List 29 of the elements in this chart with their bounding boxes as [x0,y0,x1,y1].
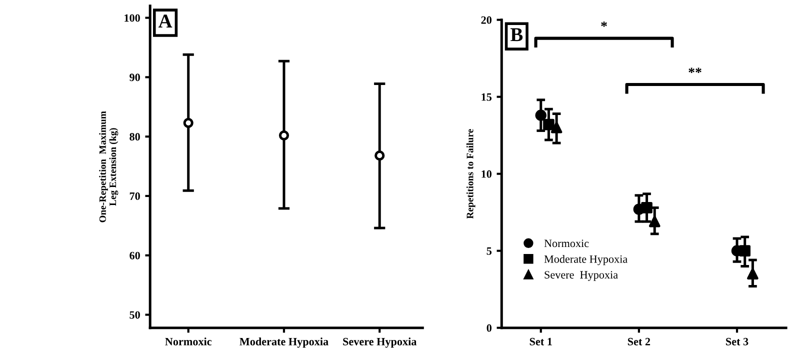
legend-label: Moderate Hypoxia [544,255,628,266]
annotation: ** [688,68,702,74]
legend-label: Severe Hypoxia [544,271,618,281]
y-tick-label: 70 [130,192,140,200]
y-tick-label: 100 [124,14,140,22]
x-tick-label: Normoxic [165,338,212,346]
x-tick-label: Moderate Hypoxia [240,338,328,348]
y-tick-label: 60 [130,252,140,260]
y-tick-label: 5 [486,247,492,255]
y-axis-title: One-Repetition Maximum Leg Extension (kg) [99,111,118,222]
legend-label: Normoxic [544,240,589,248]
point [374,150,385,161]
annotation: * [601,22,607,27]
y-tick-label: 15 [482,93,492,101]
y-tick-label: 0 [486,324,492,332]
y-tick-label: 10 [482,170,492,178]
point [278,130,290,140]
y-tick-label: 80 [130,133,140,141]
x-tick-label: Set 1 [530,338,552,346]
y-tick-label: 90 [130,74,140,82]
x-tick-label: Severe Hypoxia [343,338,417,348]
point [183,118,194,128]
y-tick-label: 20 [481,16,492,24]
x-tick-label: Set 2 [628,338,650,346]
y-tick-label: 50 [130,311,140,319]
annotation: B [510,28,523,42]
y-axis-title: Repetitions to Failure [466,129,476,219]
x-tick-label: Set 3 [726,338,748,346]
annotation: A [158,14,172,28]
